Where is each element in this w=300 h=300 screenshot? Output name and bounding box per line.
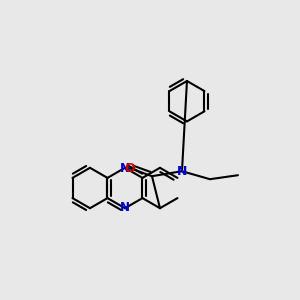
- Text: N: N: [177, 165, 187, 178]
- Text: N: N: [120, 201, 130, 214]
- Text: N: N: [120, 162, 130, 175]
- Text: O: O: [125, 162, 135, 175]
